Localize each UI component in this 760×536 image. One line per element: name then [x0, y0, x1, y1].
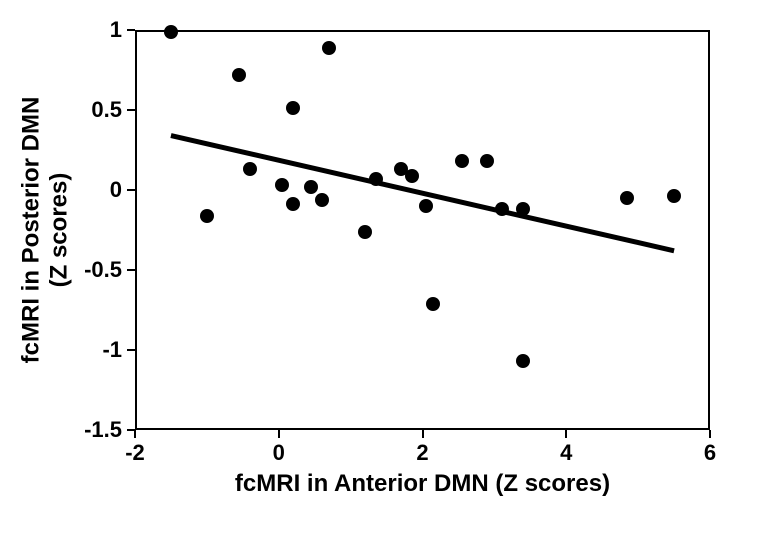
- x-tick-mark: [709, 430, 711, 438]
- y-tick-mark: [127, 29, 135, 31]
- x-tick-mark: [278, 430, 280, 438]
- data-point: [286, 101, 300, 115]
- y-tick-label: -1: [80, 337, 122, 363]
- data-point: [369, 172, 383, 186]
- x-tick-label: 0: [273, 440, 285, 466]
- data-point: [480, 154, 494, 168]
- data-point: [426, 297, 440, 311]
- y-tick-mark: [127, 349, 135, 351]
- data-point: [516, 354, 530, 368]
- data-point: [405, 169, 419, 183]
- data-point: [243, 162, 257, 176]
- plot-area: [135, 30, 710, 430]
- x-tick-label: 2: [416, 440, 428, 466]
- data-point: [516, 202, 530, 216]
- data-point: [200, 209, 214, 223]
- x-tick-label: 6: [704, 440, 716, 466]
- y-tick-mark: [127, 429, 135, 431]
- y-tick-label: 0: [80, 177, 122, 203]
- y-tick-mark: [127, 189, 135, 191]
- data-point: [286, 197, 300, 211]
- data-point: [164, 25, 178, 39]
- y-tick-label: -0.5: [80, 257, 122, 283]
- data-point: [455, 154, 469, 168]
- data-point: [358, 225, 372, 239]
- data-point: [322, 41, 336, 55]
- x-tick-label: 4: [560, 440, 572, 466]
- data-point: [620, 191, 634, 205]
- data-point: [304, 180, 318, 194]
- x-axis-label: fcMRI in Anterior DMN (Z scores): [235, 470, 610, 498]
- data-point: [419, 199, 433, 213]
- data-point: [667, 189, 681, 203]
- scatter-chart: -2 0 2 4 6 -1.5 -1 -0.5 0 0.5 1 fcMRI in Anterior D…: [0, 0, 760, 536]
- data-point: [232, 68, 246, 82]
- data-point: [315, 193, 329, 207]
- data-point: [495, 202, 509, 216]
- y-tick-mark: [127, 109, 135, 111]
- x-tick-label: -2: [125, 440, 145, 466]
- y-tick-label: -1.5: [80, 417, 122, 443]
- x-tick-mark: [565, 430, 567, 438]
- y-axis-label-line2: (Z scores): [45, 97, 73, 364]
- y-tick-mark: [127, 269, 135, 271]
- y-axis-label-line1: fcMRI in Posterior DMN: [17, 97, 45, 364]
- y-tick-label: 0.5: [80, 97, 122, 123]
- x-tick-mark: [134, 430, 136, 438]
- y-axis-label: fcMRI in Posterior DMN(Z scores): [17, 97, 72, 364]
- data-point: [275, 178, 289, 192]
- x-tick-mark: [422, 430, 424, 438]
- y-tick-label: 1: [80, 17, 122, 43]
